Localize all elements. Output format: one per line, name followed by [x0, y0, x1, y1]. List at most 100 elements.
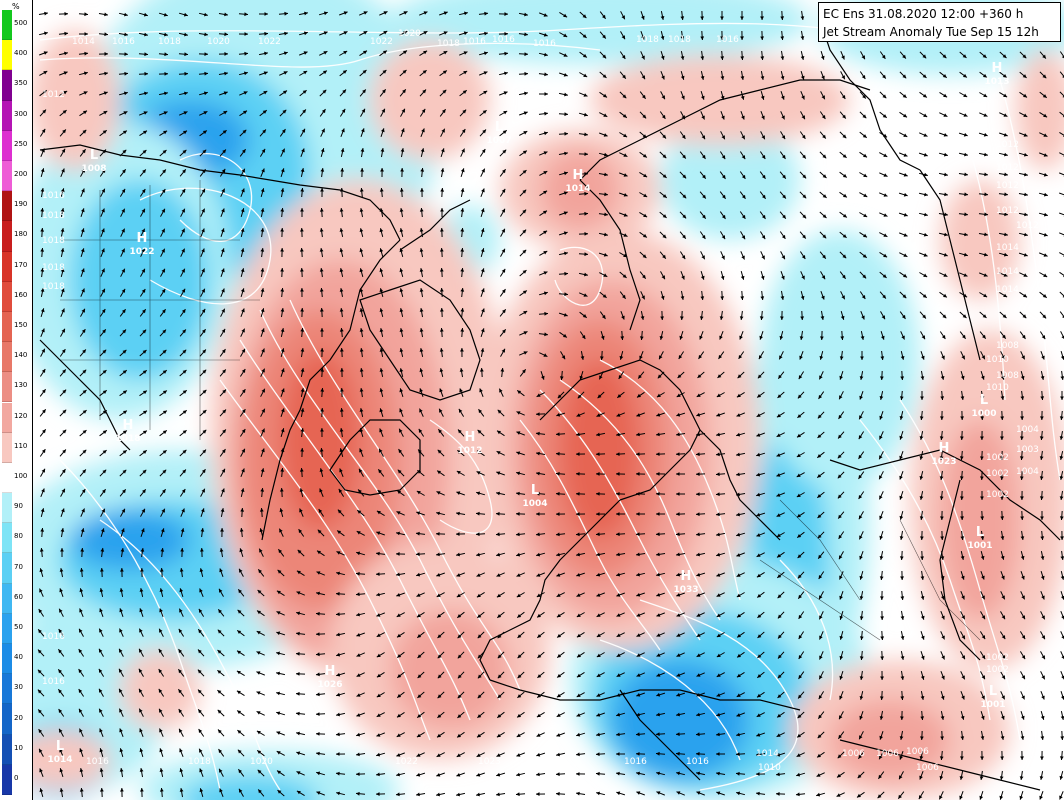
wind-arrow-head	[999, 776, 1004, 780]
isobar-label: 1018	[188, 757, 211, 767]
wind-arrow-head	[543, 171, 548, 175]
wind-arrow-head	[443, 51, 448, 55]
wind-arrow-head	[983, 293, 988, 298]
wind-arrow-head	[336, 771, 340, 776]
wind-arrow-head	[122, 489, 126, 494]
wind-arrow-head	[262, 110, 267, 114]
wind-arrow-head	[882, 294, 886, 299]
wind-arrow-head	[158, 669, 163, 673]
wind-arrow-head	[296, 631, 300, 636]
wind-arrow-head	[419, 228, 424, 232]
wind-arrow-head	[181, 228, 185, 233]
wind-arrow-head	[122, 349, 127, 354]
wind-arrow-head	[316, 791, 321, 795]
legend-level-label: 200	[14, 170, 28, 179]
wind-arrow-head	[296, 672, 300, 676]
wind-arrow-head	[899, 435, 904, 440]
wind-arrow-head	[516, 471, 521, 476]
wind-arrow-head	[562, 333, 567, 338]
wind-arrow-head	[221, 349, 226, 354]
wind-arrow-head	[841, 95, 846, 99]
wind-arrow-head	[257, 769, 262, 774]
coastline	[479, 499, 621, 681]
wind-arrow-head	[822, 174, 827, 178]
wind-arrow-head	[543, 291, 548, 296]
wind-arrow-head	[1021, 355, 1025, 360]
wind-arrow-head	[380, 168, 384, 172]
wind-arrow-head	[436, 792, 440, 797]
wind-arrow-head	[660, 36, 665, 40]
isobar-label: 1012	[996, 206, 1019, 216]
wind-arrow-head	[716, 472, 720, 477]
wind-arrow-head	[1042, 314, 1047, 319]
wind-arrow-head	[399, 268, 404, 273]
wind-arrow-head	[456, 792, 460, 797]
wind-arrow-head	[383, 31, 388, 35]
wind-arrow-head	[776, 772, 780, 777]
wind-arrow-head	[939, 436, 944, 440]
wind-arrow-head	[162, 370, 167, 374]
wind-arrow-head	[276, 751, 281, 755]
wind-arrow-head	[640, 316, 645, 320]
wind-arrow-head	[316, 771, 321, 776]
wind-arrow-head	[241, 149, 246, 154]
wind-arrow-head	[341, 128, 345, 133]
wind-arrow-head	[899, 495, 903, 500]
coastline	[489, 679, 801, 711]
wind-arrow-head	[516, 593, 521, 598]
wind-arrow-head	[477, 733, 481, 738]
wind-arrow-head	[457, 733, 461, 738]
wind-arrow-head	[41, 389, 46, 394]
wind-arrow-head	[1021, 595, 1025, 600]
wind-arrow-head	[858, 515, 863, 520]
wind-arrow-head	[820, 336, 824, 340]
wind-arrow-head	[38, 629, 42, 634]
wind-arrow-head	[236, 670, 241, 675]
wind-arrow-head	[58, 649, 62, 654]
wind-arrow-head	[741, 155, 746, 160]
wind-arrow-head	[81, 329, 86, 333]
wind-arrow-head	[557, 633, 562, 638]
wind-arrow-head	[419, 348, 424, 352]
wind-arrow-head	[224, 52, 228, 56]
wind-arrow-head	[584, 152, 588, 156]
wind-arrow	[1059, 252, 1064, 256]
wind-arrow-head	[420, 148, 425, 152]
wind-arrow-head	[399, 228, 404, 232]
wind-arrow-head	[799, 355, 803, 360]
wind-arrow-head	[102, 410, 107, 415]
legend-swatch	[2, 10, 12, 41]
wind-arrow-head	[1020, 436, 1024, 440]
wind-arrow-head	[524, 71, 528, 76]
wind-arrow-head	[756, 772, 760, 776]
wind-arrow-head	[536, 532, 540, 537]
wind-arrow-head	[163, 12, 168, 17]
pressure-center-value: 1001	[980, 700, 1005, 710]
wind-arrow-head	[440, 188, 445, 192]
wind-arrow-head	[777, 394, 782, 398]
wind-arrow-head	[923, 253, 928, 257]
wind-arrow-head	[862, 254, 867, 258]
wind-arrow-head	[981, 715, 985, 720]
wind-arrow-head	[940, 376, 945, 380]
wind-arrow-head	[119, 708, 123, 713]
wind-arrow-head	[419, 308, 424, 312]
wind-arrow-head	[556, 512, 560, 516]
wind-arrow-head	[536, 491, 540, 496]
wind-arrow-head	[101, 268, 105, 273]
wind-arrow-head	[103, 91, 108, 95]
wind-arrow-head	[1000, 516, 1005, 520]
wind-arrow-head	[596, 512, 600, 516]
wind-arrow-head	[882, 74, 886, 79]
wind-arrow-head	[261, 448, 265, 453]
wind-arrow-head	[379, 228, 384, 233]
wind-arrow-head	[283, 71, 288, 75]
wind-arrow	[1059, 111, 1064, 117]
wind-arrow-head	[59, 788, 64, 792]
wind-arrow-head	[821, 95, 825, 100]
wind-arrow-head	[879, 415, 883, 420]
wind-arrow-head	[557, 673, 562, 678]
wind-arrow-head	[616, 693, 621, 697]
